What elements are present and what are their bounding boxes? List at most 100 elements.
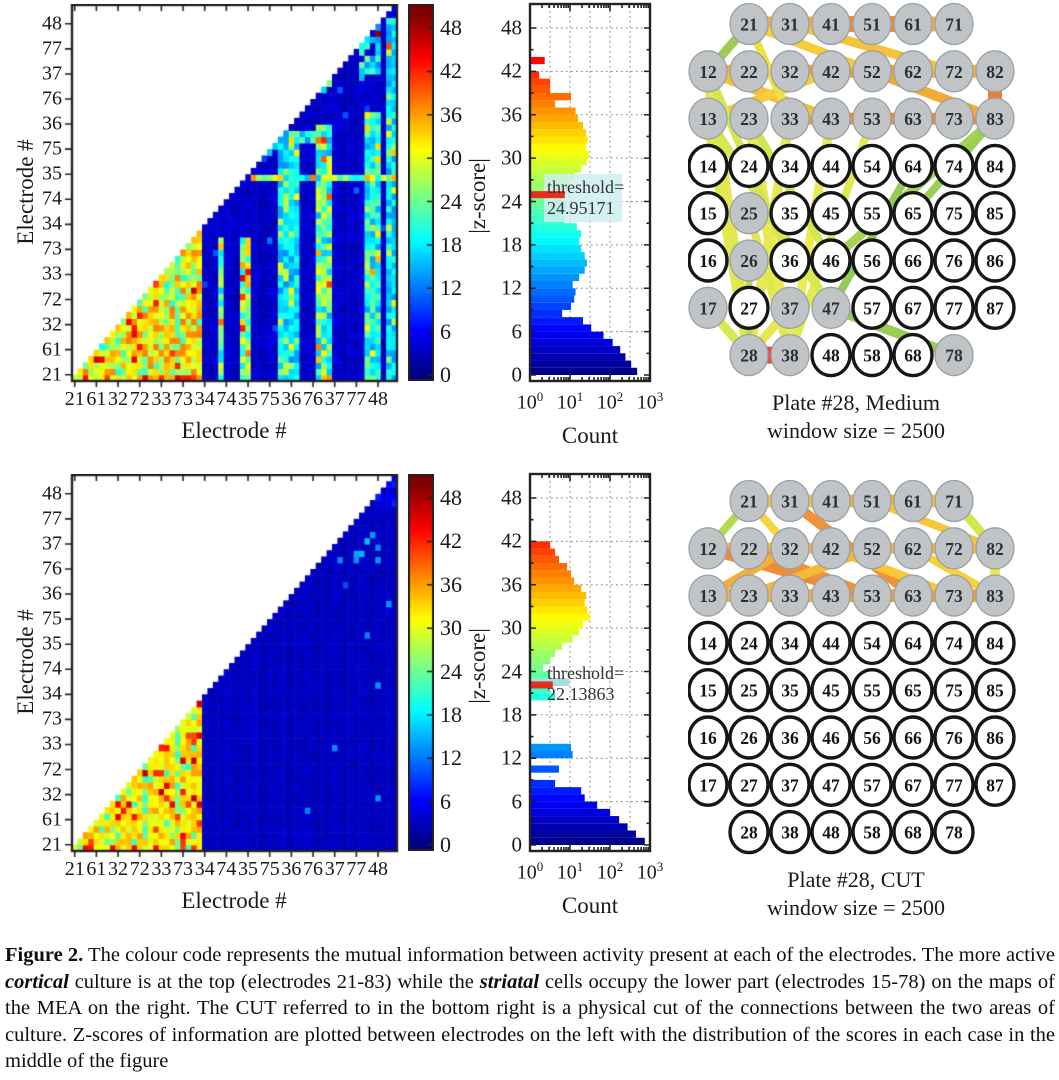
electrode-node: 77: [933, 285, 975, 330]
histogram-y-tick: 0: [511, 362, 523, 387]
histogram-bar: [531, 288, 576, 296]
electrode-circle: [728, 620, 770, 666]
electrode-circle: [893, 2, 933, 46]
histogram-bar: [531, 620, 584, 629]
heatmap-x-tick: 36: [281, 388, 302, 410]
colorbar-canvas: [408, 4, 434, 381]
colorbar-tick-label: 12: [440, 745, 462, 771]
electrode-label: 66: [904, 728, 922, 748]
electrode-label: 12: [699, 539, 717, 559]
caption-segment: culture is at the top (electrodes 21-83)…: [68, 970, 480, 993]
electrode-circle: [852, 574, 892, 617]
electrode-label: 48: [822, 823, 840, 843]
electrode-circle: [728, 762, 770, 807]
histogram-bar: [531, 317, 584, 325]
histogram-bar: [531, 743, 571, 752]
electrode-label: 72: [945, 62, 963, 82]
threshold-annotation-text: 24.95171: [547, 198, 615, 218]
electrode-circle: [974, 667, 1016, 713]
heatmap-y-tick: 21: [42, 833, 62, 856]
electrode-label: 76: [945, 728, 963, 748]
electrode-node: 31: [770, 479, 810, 523]
heatmap-x-tick: 73: [173, 388, 194, 410]
histogram-bar: [531, 570, 571, 578]
histogram-x-tick: 103: [636, 389, 664, 414]
colorbar-tick-label: 42: [440, 528, 462, 554]
electrode-label: 86: [986, 251, 1004, 271]
heatmap-x-tick: 32: [108, 858, 129, 880]
electrode-circle: [810, 667, 852, 713]
heatmap-x-tick: 77: [346, 388, 367, 410]
histogram-bar: [531, 223, 577, 231]
mea-edge: [744, 543, 877, 601]
electrode-circle: [728, 285, 770, 330]
electrode-circle: [688, 238, 729, 283]
histogram-bar: [531, 548, 556, 556]
electrode-node: 12: [688, 50, 728, 93]
electrode-label: 73: [945, 586, 963, 606]
electrode-circle: [688, 191, 729, 236]
electrode-circle: [810, 190, 852, 236]
electrode-node: 65: [892, 190, 934, 236]
electrode-label: 33: [781, 109, 799, 129]
heatmap-y-tick: 48: [42, 482, 62, 505]
electrode-label: 87: [986, 298, 1004, 318]
electrode-circle: [933, 620, 975, 666]
histogram-bar: [531, 266, 585, 274]
heatmap-y-tick: 34: [42, 682, 62, 705]
histogram-bar: [531, 114, 579, 122]
mea-nodes: 21 31 41 51 61 71 12 22 32 42 52 62 72 82 13 23 33 43 53 63…: [688, 479, 1016, 855]
electrode-label: 57: [863, 775, 881, 795]
electrode-label: 26: [740, 251, 758, 271]
electrode-circle: [769, 809, 811, 855]
electrode-label: 63: [904, 109, 922, 129]
heatmap-y-tick: 75: [42, 607, 62, 630]
histogram-bar: [531, 642, 563, 650]
electrode-circle: [811, 50, 851, 93]
histogram-bar: [531, 751, 573, 759]
electrode-label: 86: [986, 728, 1004, 748]
electrode-label: 56: [863, 251, 881, 271]
electrode-label: 46: [822, 251, 840, 271]
colorbar-tick-label: 24: [440, 188, 462, 214]
histogram-bar: [531, 107, 576, 115]
histogram-bar: [531, 324, 592, 332]
histogram-bar: [531, 628, 580, 636]
electrode-label: 38: [781, 346, 799, 366]
electrode-circle: [769, 143, 811, 189]
electrode-circle: [975, 50, 1015, 93]
threshold-annotation-text: threshold=: [547, 663, 624, 683]
electrode-node: 54: [851, 143, 893, 189]
electrode-node: 62: [893, 50, 933, 93]
electrode-circle: [934, 527, 974, 570]
electrode-label: 45: [822, 681, 840, 701]
mea-edge: [744, 19, 877, 76]
heatmap-x-tick: 77: [346, 858, 367, 880]
histogram-y-tick: 48: [501, 485, 522, 510]
heatmap-y-tick: 77: [42, 507, 62, 530]
histogram-bar: [531, 635, 573, 643]
electrode-circle: [892, 620, 934, 666]
electrode-circle: [933, 715, 975, 760]
electrode-label: 78: [945, 823, 963, 843]
electrode-label: 34: [781, 633, 799, 653]
electrode-node: 42: [811, 527, 851, 570]
histogram-y-tick: 36: [501, 102, 522, 127]
electrode-label: 47: [822, 298, 840, 318]
electrode-label: 13: [699, 109, 717, 129]
heatmap-x-tick: 76: [303, 388, 324, 410]
heatmap-y-tick: 32: [42, 313, 62, 336]
electrode-node: 72: [934, 527, 974, 570]
histogram-x-tick: 103: [636, 859, 664, 884]
heatmap-y-tick: 76: [42, 87, 62, 110]
histogram-bar: [531, 85, 551, 94]
electrode-circle: [729, 192, 769, 235]
electrode-node: 72: [934, 50, 974, 93]
histogram-bar: [531, 100, 556, 108]
electrode-label: 15: [699, 681, 717, 701]
electrode-label: 83: [986, 586, 1004, 606]
heatmap-y-tick: 37: [42, 532, 62, 555]
electrode-circle: [810, 332, 852, 378]
histogram-bar: [531, 671, 551, 679]
histogram-bar: [531, 830, 636, 838]
